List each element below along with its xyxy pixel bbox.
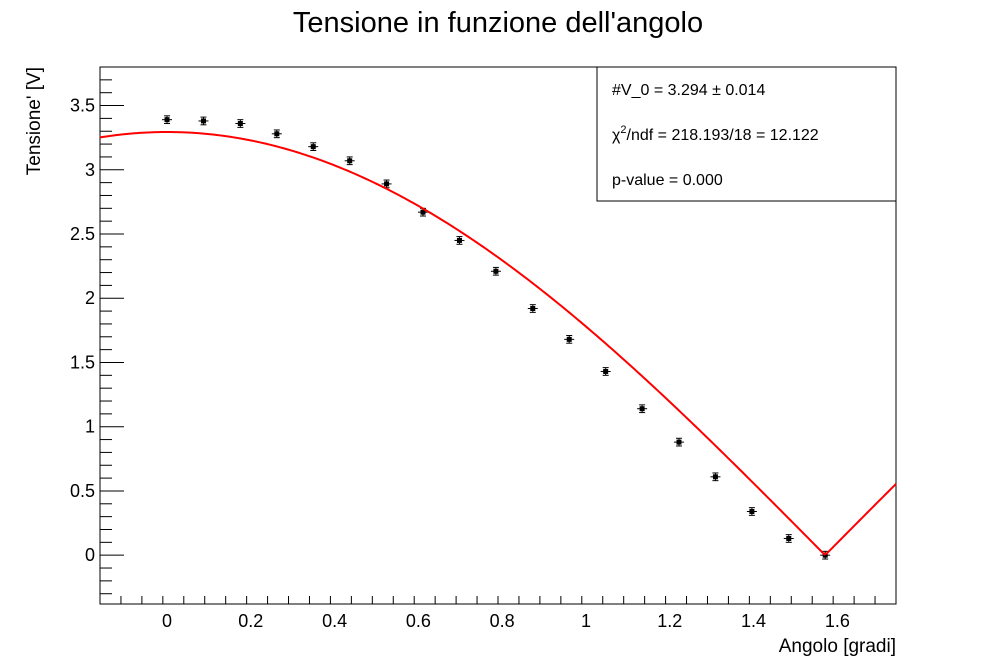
chi-superscript: 2 — [620, 124, 626, 136]
stats-pvalue-line: p-value = 0.000 — [612, 172, 723, 189]
y-tick-label: 1.5 — [70, 352, 95, 372]
data-point — [746, 507, 757, 516]
point-marker — [384, 181, 390, 187]
point-marker — [786, 535, 792, 541]
data-point — [710, 472, 721, 482]
data-point — [783, 534, 794, 543]
x-tick-label: 1 — [581, 611, 591, 631]
point-marker — [493, 268, 499, 274]
point-marker — [420, 209, 426, 215]
data-points — [162, 115, 831, 560]
point-marker — [200, 118, 206, 124]
data-point — [820, 550, 831, 560]
y-axis-title: Tensione' [V] — [24, 67, 45, 175]
x-axis-title: Angolo [gradi] — [779, 636, 896, 657]
data-point — [235, 119, 246, 128]
data-point — [308, 142, 319, 152]
y-tick-label: 1 — [85, 417, 95, 437]
x-tick-label: 0.2 — [238, 611, 263, 631]
point-marker — [566, 336, 572, 342]
stats-box: #V_0 = 3.294 ± 0.014 χ2/ndf = 218.193/18… — [596, 66, 897, 202]
data-point — [600, 367, 611, 376]
data-point — [198, 116, 209, 126]
point-marker — [310, 144, 316, 150]
stats-box-frame — [596, 66, 897, 202]
data-point — [673, 437, 684, 447]
point-marker — [676, 439, 682, 445]
stats-param-line: #V_0 = 3.294 ± 0.014 — [612, 82, 765, 99]
x-tick-label: 0.4 — [322, 611, 347, 631]
x-tick-label: 1.4 — [741, 611, 766, 631]
fit-curve — [99, 131, 897, 556]
data-point — [490, 266, 501, 276]
data-point — [637, 404, 648, 414]
x-tick-label: 0 — [162, 611, 172, 631]
point-marker — [822, 552, 828, 558]
point-marker — [603, 368, 609, 374]
point-marker — [530, 306, 536, 312]
x-tick-label: 0.8 — [490, 611, 515, 631]
x-tick-label: 1.6 — [825, 611, 850, 631]
point-marker — [347, 158, 353, 164]
x-tick-label: 1.2 — [657, 611, 682, 631]
data-point — [344, 156, 355, 166]
data-point — [564, 335, 575, 344]
data-point — [454, 236, 465, 245]
y-tick-label: 2 — [85, 288, 95, 308]
data-point — [162, 115, 173, 125]
point-marker — [712, 474, 718, 480]
chi2-rest: /ndf = 218.193/18 = 12.122 — [627, 127, 819, 144]
data-point — [271, 129, 282, 139]
x-axis: 0 0.2 0.4 0.6 0.8 1 1.2 1.4 1.6 — [99, 596, 897, 631]
point-marker — [274, 131, 280, 137]
y-tick-label: 0.5 — [70, 481, 95, 501]
y-axis: 0 0.5 1 1.5 2 2.5 3 3.5 — [70, 66, 124, 595]
y-tick-label: 0 — [85, 545, 95, 565]
point-marker — [639, 406, 645, 412]
point-marker — [237, 121, 243, 127]
y-tick-label: 2.5 — [70, 224, 95, 244]
point-marker — [456, 237, 462, 243]
y-tick-label: 3 — [85, 160, 95, 180]
x-tick-label: 0.6 — [406, 611, 431, 631]
data-point — [527, 304, 538, 313]
stats-chi2-line: χ2/ndf = 218.193/18 = 12.122 — [612, 124, 819, 144]
chart-title: Tensione in funzione dell'angolo — [293, 7, 703, 39]
point-marker — [749, 509, 755, 515]
y-tick-label: 3.5 — [70, 96, 95, 116]
chi-symbol: χ — [612, 127, 621, 144]
point-marker — [164, 117, 170, 123]
